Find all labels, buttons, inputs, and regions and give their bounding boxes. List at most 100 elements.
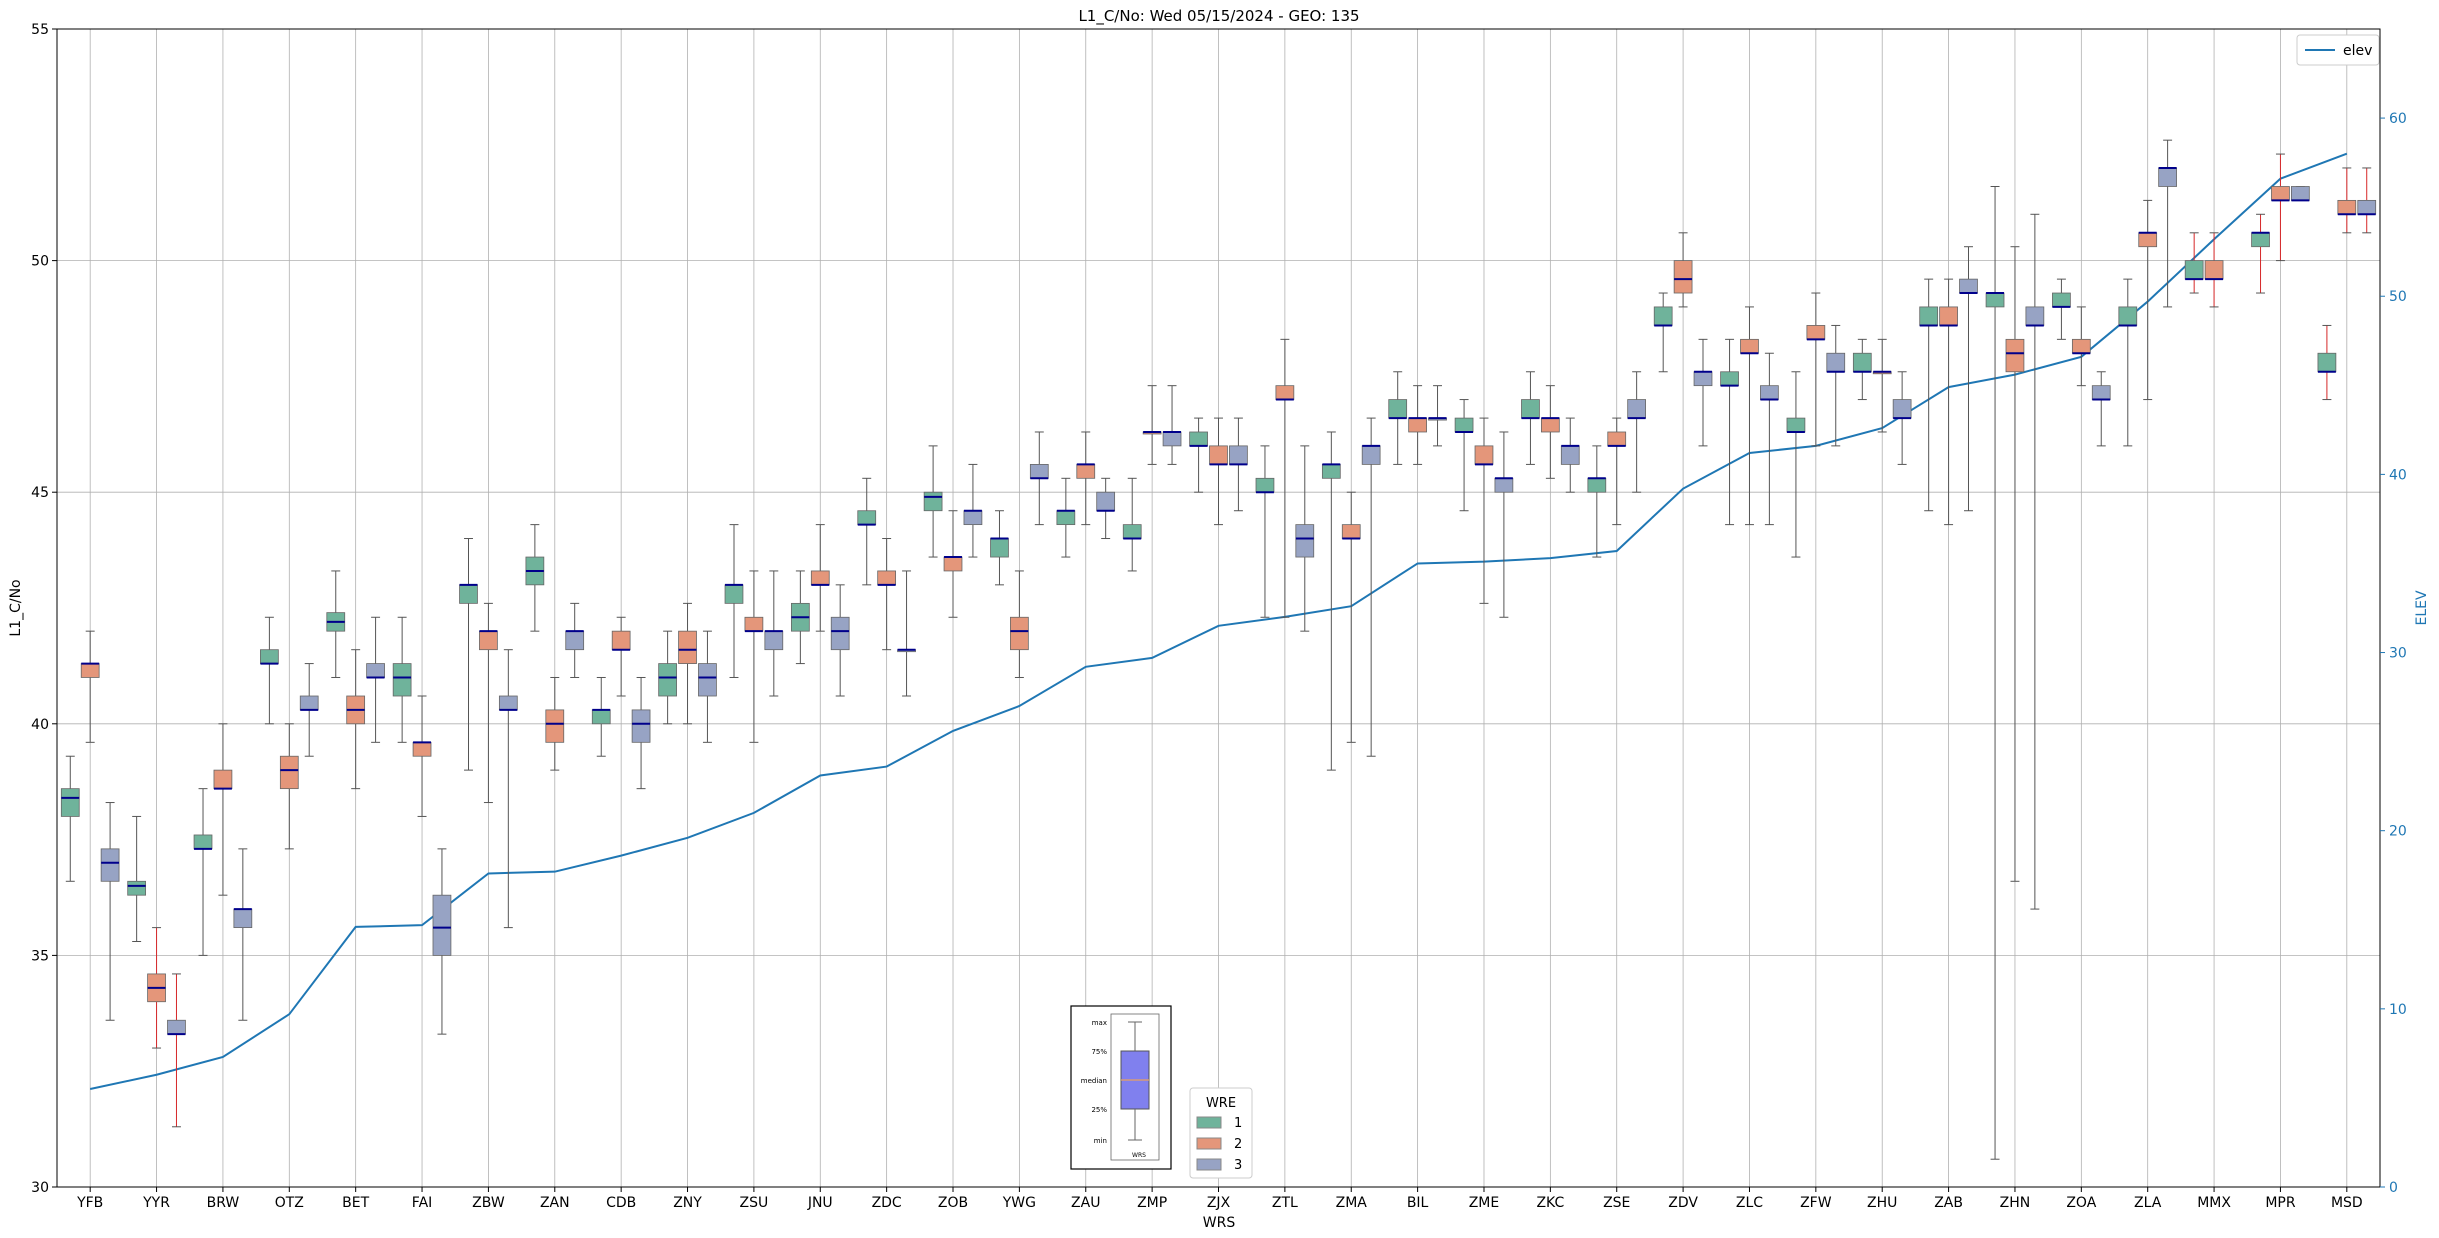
box-body (1939, 306, 1958, 326)
box-wre3-ywg (1029, 431, 1049, 526)
box-body (877, 570, 897, 586)
box-wre2-zhn (2005, 246, 2025, 882)
box-wre3-msd (2357, 167, 2377, 234)
box-wre3-yyr (167, 973, 186, 1128)
box-body (591, 709, 611, 725)
axes: 30 35 40 45 50 55 0 10 20 30 40 50 60 YFB YYR BRW OTZ BET… (31, 22, 2407, 1211)
box-wre1-zau (1056, 477, 1076, 558)
x-tick-label: MPR (2265, 1195, 2296, 1211)
chart-title: L1_C/No: Wed 05/15/2024 - GEO: 135 (1078, 7, 1359, 26)
box-body (233, 908, 253, 929)
box-body (80, 663, 100, 678)
box-wre3-zny (698, 630, 717, 743)
box-body (213, 769, 233, 790)
box-wre1-cdb (591, 676, 611, 757)
box-body (1521, 399, 1540, 419)
box-wre3-bil (1428, 385, 1447, 447)
box-body (963, 510, 983, 526)
box-wre3-zkc (1560, 417, 1580, 493)
box-body (1919, 306, 1939, 326)
box-wre1-mmx (2184, 232, 2204, 294)
box-wre1-jnu (790, 570, 810, 665)
key-inset-plot-frame (1110, 1013, 1160, 1161)
box-body (1209, 445, 1228, 465)
box-body (2118, 306, 2138, 326)
box-body (2357, 199, 2377, 215)
box-wre1-zma (1321, 431, 1341, 771)
x-tick-label: CDB (606, 1195, 636, 1211)
box-wre1-ztl (1255, 445, 1275, 618)
box-body (1693, 371, 1713, 387)
box-wre1-zhu (1852, 338, 1872, 401)
box-wre1-bil (1388, 371, 1408, 465)
box-body (1560, 445, 1580, 465)
box-wre1-zsu (724, 524, 744, 678)
box-wre2-zma (1341, 491, 1361, 743)
box-wre2-bil (1408, 385, 1427, 465)
box-body (2290, 186, 2310, 201)
x-axis-label: WRS (1203, 1215, 1236, 1231)
x-tick-label: ZBW (472, 1195, 505, 1211)
x-tick-label: BRW (207, 1195, 240, 1211)
box-body (2337, 199, 2357, 215)
box-wre1-msd (2317, 324, 2337, 401)
box-wre1-zkc (1521, 371, 1540, 465)
box-body (1540, 417, 1560, 433)
box-body (2052, 292, 2071, 308)
box-body (2005, 338, 2025, 373)
box-body (1760, 385, 1779, 400)
box-wre2-zme (1474, 417, 1494, 604)
box-body (299, 695, 319, 711)
x-tick-label: ZTL (1272, 1195, 1298, 1211)
y2-tick-label: 0 (2389, 1180, 2398, 1196)
elev-line-layer (89, 152, 2348, 1090)
box-wre2-zla (2138, 199, 2158, 401)
box-wre1-zlc (1720, 338, 1739, 526)
box-wre3-zob (963, 463, 983, 558)
box-wre2-zsu (744, 570, 764, 743)
box-body (1255, 477, 1275, 493)
box-wre2-zan (545, 676, 565, 771)
box-wre3-zme (1494, 431, 1514, 618)
x-tick-label: MMX (2197, 1195, 2231, 1211)
box-body (193, 834, 213, 850)
box-body (1826, 352, 1846, 373)
box-body (2091, 385, 2111, 400)
box-wre3-zhn (2025, 213, 2045, 910)
box-body (1076, 464, 1096, 479)
box-legend-title: WRE (1206, 1096, 1236, 1111)
box-body (2251, 232, 2270, 248)
x-tick-label: ZMP (1137, 1195, 1167, 1211)
box-legend-label-3: 3 (1234, 1158, 1242, 1173)
box-wre1-zoa (2052, 278, 2071, 340)
x-tick-label: ZHN (2000, 1195, 2031, 1211)
box-body (830, 616, 850, 651)
box-wre3-zau (1096, 477, 1116, 540)
box-wre1-zab (1919, 278, 1939, 512)
box-body (2071, 338, 2091, 354)
box-wre1-zfw (1786, 371, 1806, 558)
box-wre2-zlc (1740, 306, 1759, 526)
box-body (943, 556, 963, 572)
box-body (1607, 431, 1627, 447)
x-tick-label: ZFW (1800, 1195, 1832, 1211)
box-body (1341, 524, 1361, 539)
box-wre2-zoa (2071, 306, 2091, 387)
box-wre1-mpr (2251, 213, 2270, 294)
box-body (1056, 510, 1076, 526)
box-body (1474, 445, 1494, 465)
box-body (459, 584, 478, 604)
box-body (1653, 306, 1673, 326)
box-wre1-zjx (1189, 417, 1208, 493)
y-tick-label: 35 (31, 948, 49, 964)
box-legend-swatch-2 (1196, 1137, 1222, 1150)
box-body (260, 649, 279, 664)
box-wre1-zdv (1653, 292, 1673, 373)
box-wre3-cdb (631, 676, 651, 790)
box-wre2-zse (1607, 417, 1627, 526)
box-legend-frame (1189, 1087, 1253, 1179)
box-wre1-ywg (990, 510, 1009, 586)
x-tick-label: OTZ (275, 1195, 304, 1211)
box-wre1-yfb (60, 755, 80, 882)
